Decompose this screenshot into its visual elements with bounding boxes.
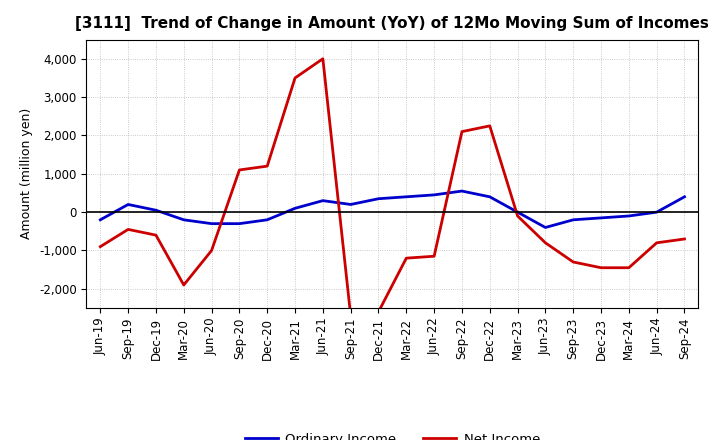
Net Income <box>152 232 161 238</box>
Ordinary Income <box>652 209 661 215</box>
Ordinary Income <box>513 209 522 215</box>
Ordinary Income <box>402 194 410 199</box>
Ordinary Income <box>680 194 689 199</box>
Net Income <box>374 309 383 315</box>
Net Income <box>96 244 104 249</box>
Net Income <box>179 282 188 288</box>
Net Income <box>569 259 577 264</box>
Ordinary Income <box>541 225 550 230</box>
Ordinary Income <box>374 196 383 202</box>
Net Income <box>597 265 606 270</box>
Net Income <box>541 240 550 246</box>
Net Income <box>485 123 494 128</box>
Net Income <box>207 248 216 253</box>
Title: [3111]  Trend of Change in Amount (YoY) of 12Mo Moving Sum of Incomes: [3111] Trend of Change in Amount (YoY) o… <box>76 16 709 32</box>
Ordinary Income <box>569 217 577 223</box>
Ordinary Income <box>96 217 104 223</box>
Ordinary Income <box>624 213 633 219</box>
Ordinary Income <box>152 208 161 213</box>
Net Income <box>624 265 633 270</box>
Ordinary Income <box>597 215 606 220</box>
Net Income <box>680 236 689 242</box>
Ordinary Income <box>263 217 271 223</box>
Net Income <box>235 167 243 172</box>
Net Income <box>346 313 355 318</box>
Ordinary Income <box>346 202 355 207</box>
Net Income <box>458 129 467 134</box>
Net Income <box>263 164 271 169</box>
Net Income <box>652 240 661 246</box>
Ordinary Income <box>207 221 216 226</box>
Net Income <box>318 56 327 62</box>
Ordinary Income <box>291 205 300 211</box>
Legend: Ordinary Income, Net Income: Ordinary Income, Net Income <box>239 427 546 440</box>
Net Income <box>430 253 438 259</box>
Ordinary Income <box>179 217 188 223</box>
Ordinary Income <box>430 192 438 198</box>
Ordinary Income <box>458 188 467 194</box>
Ordinary Income <box>124 202 132 207</box>
Line: Net Income: Net Income <box>100 59 685 315</box>
Ordinary Income <box>235 221 243 226</box>
Ordinary Income <box>485 194 494 199</box>
Net Income <box>124 227 132 232</box>
Net Income <box>402 256 410 261</box>
Y-axis label: Amount (million yen): Amount (million yen) <box>20 108 33 239</box>
Net Income <box>291 75 300 81</box>
Ordinary Income <box>318 198 327 203</box>
Net Income <box>513 213 522 219</box>
Line: Ordinary Income: Ordinary Income <box>100 191 685 227</box>
